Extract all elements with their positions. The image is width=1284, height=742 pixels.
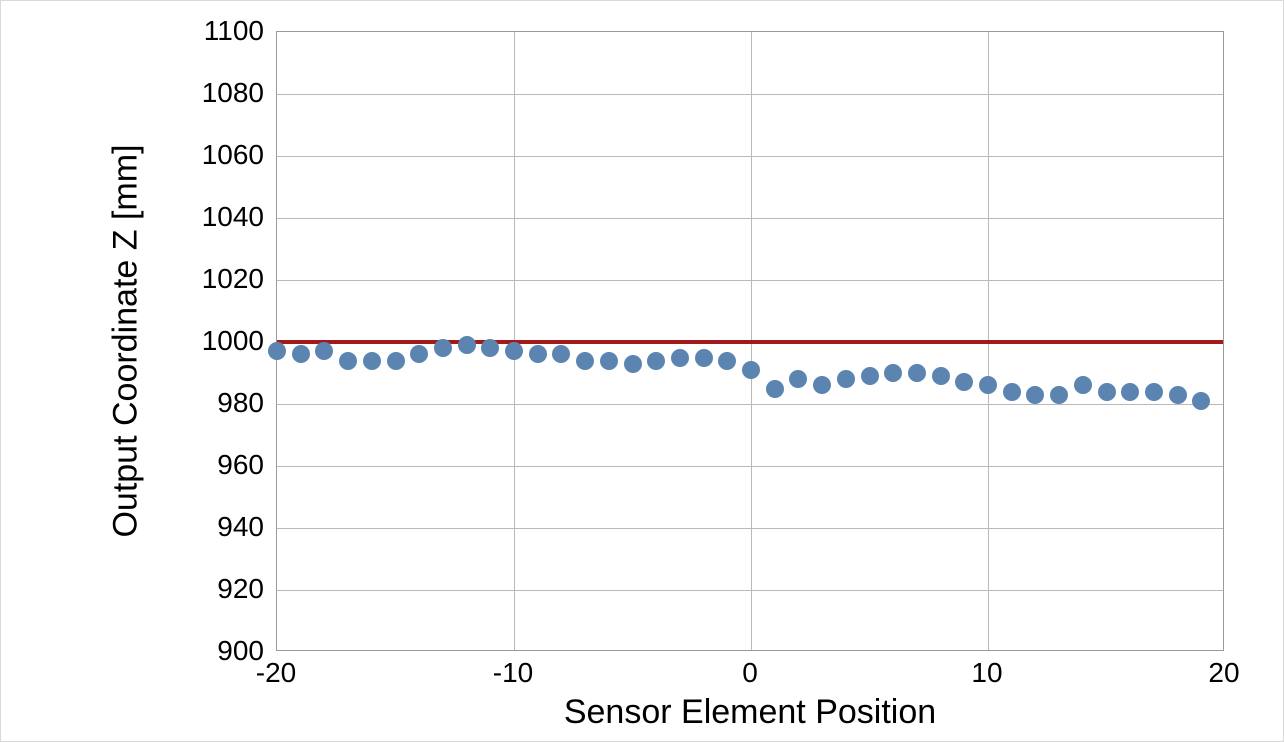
y-tick-label: 1040 (202, 201, 264, 233)
scatter-point (671, 349, 689, 367)
gridline-h (277, 528, 1223, 529)
scatter-point (481, 339, 499, 357)
scatter-point (1098, 383, 1116, 401)
scatter-point (718, 352, 736, 370)
gridline-h (277, 280, 1223, 281)
scatter-point (292, 345, 310, 363)
plot-area (276, 31, 1224, 651)
y-tick-label: 1020 (202, 263, 264, 295)
scatter-point (742, 361, 760, 379)
gridline-h (277, 94, 1223, 95)
scatter-point (695, 349, 713, 367)
gridline-h (277, 156, 1223, 157)
scatter-point (387, 352, 405, 370)
scatter-point (600, 352, 618, 370)
x-tick-label: 10 (971, 657, 1002, 689)
scatter-point (339, 352, 357, 370)
scatter-point (932, 367, 950, 385)
y-axis-label: Output Coordinate Z [mm] (107, 144, 146, 537)
gridline-h (277, 218, 1223, 219)
scatter-point (1121, 383, 1139, 401)
chart-figure: Output Coordinate Z [mm] Sensor Element … (0, 0, 1284, 742)
y-tick-label: 1000 (202, 325, 264, 357)
y-tick-label: 1100 (204, 15, 264, 47)
y-tick-label: 1080 (202, 77, 264, 109)
scatter-point (908, 364, 926, 382)
gridline-h (277, 590, 1223, 591)
x-tick-label: 20 (1208, 657, 1239, 689)
reference-line (277, 340, 1223, 344)
gridline-h (277, 466, 1223, 467)
scatter-point (1026, 386, 1044, 404)
scatter-point (1050, 386, 1068, 404)
scatter-point (789, 370, 807, 388)
scatter-point (1074, 376, 1092, 394)
scatter-point (1003, 383, 1021, 401)
scatter-point (813, 376, 831, 394)
scatter-point (315, 342, 333, 360)
y-tick-label: 960 (217, 449, 264, 481)
scatter-point (979, 376, 997, 394)
scatter-point (410, 345, 428, 363)
scatter-point (624, 355, 642, 373)
scatter-point (363, 352, 381, 370)
scatter-point (766, 380, 784, 398)
scatter-point (884, 364, 902, 382)
gridline-h (277, 404, 1223, 405)
scatter-point (955, 373, 973, 391)
scatter-point (576, 352, 594, 370)
scatter-point (1192, 392, 1210, 410)
scatter-point (529, 345, 547, 363)
x-tick-label: -10 (493, 657, 533, 689)
scatter-point (1145, 383, 1163, 401)
scatter-point (1169, 386, 1187, 404)
y-tick-label: 900 (217, 635, 264, 667)
y-tick-label: 1060 (202, 139, 264, 171)
y-tick-label: 940 (217, 511, 264, 543)
scatter-point (505, 342, 523, 360)
scatter-point (647, 352, 665, 370)
scatter-point (861, 367, 879, 385)
scatter-point (837, 370, 855, 388)
scatter-point (458, 336, 476, 354)
x-axis-label: Sensor Element Position (564, 693, 936, 732)
y-tick-label: 980 (217, 387, 264, 419)
x-tick-label: 0 (742, 657, 758, 689)
scatter-point (434, 339, 452, 357)
y-tick-label: 920 (217, 573, 264, 605)
scatter-point (552, 345, 570, 363)
scatter-point (268, 342, 286, 360)
